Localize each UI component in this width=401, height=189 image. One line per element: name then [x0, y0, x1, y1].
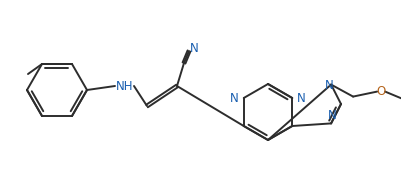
Text: NH: NH: [116, 80, 134, 92]
Text: N: N: [327, 109, 336, 122]
Text: O: O: [376, 85, 385, 98]
Text: N: N: [189, 42, 198, 54]
Text: N: N: [324, 79, 333, 92]
Text: N: N: [296, 91, 305, 105]
Text: N: N: [229, 91, 238, 105]
